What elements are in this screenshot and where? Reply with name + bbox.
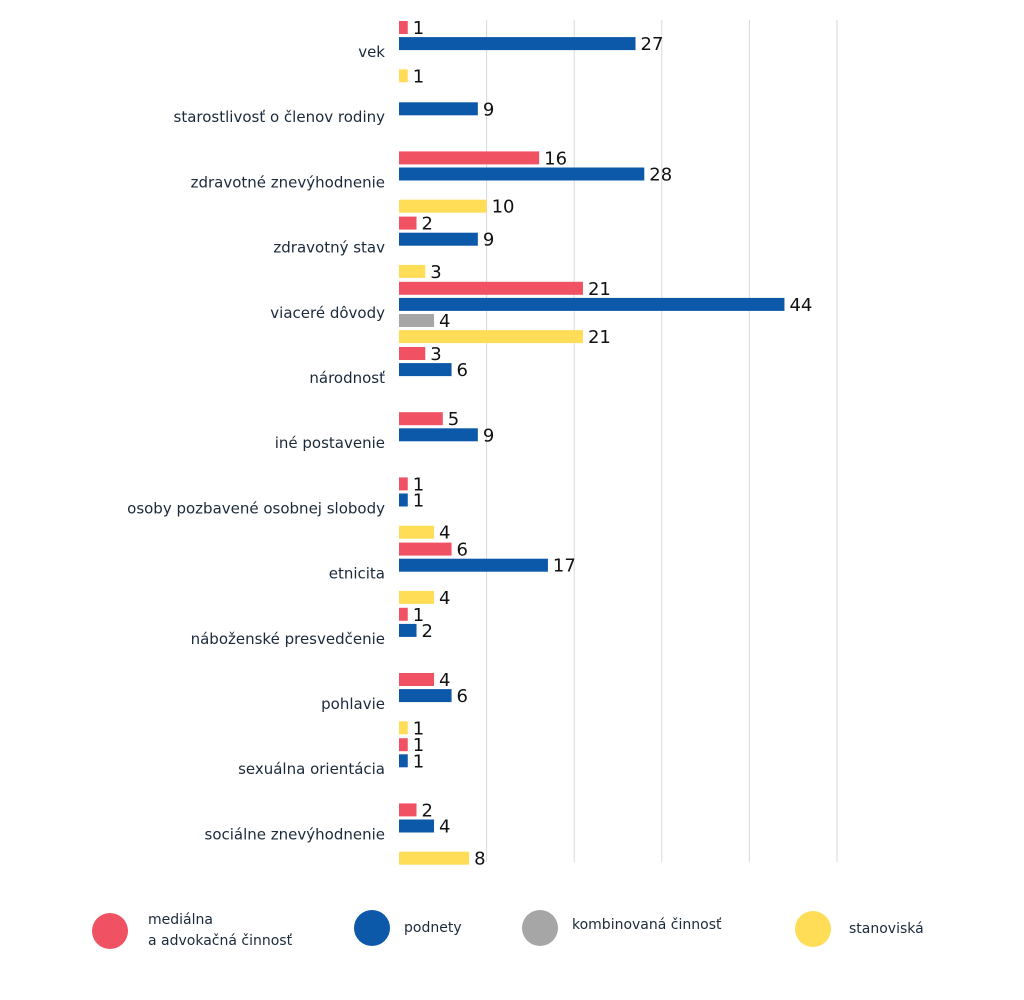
data-label: 21 <box>588 327 611 348</box>
bar <box>399 199 487 213</box>
data-label: 21 <box>588 279 611 300</box>
legend-label: stanoviská <box>849 920 924 937</box>
bar <box>399 590 435 604</box>
bar <box>399 69 408 83</box>
bar-chart: vek starostlivosť o členov rodiny zdravotn… <box>127 18 838 870</box>
bars: 1271916281029321444213659114617412461112… <box>399 18 812 870</box>
data-label: 10 <box>492 197 515 218</box>
bar <box>399 37 636 51</box>
data-label: 2 <box>422 621 433 642</box>
legend-swatch <box>522 910 558 946</box>
bar <box>399 689 452 703</box>
category-label: iné postavenie <box>275 434 385 452</box>
data-label: 4 <box>439 523 450 544</box>
data-label: 1 <box>413 735 424 756</box>
bar <box>399 216 417 230</box>
bar <box>399 754 408 768</box>
legend-item-kombinovana: kombinovaná činnosť <box>522 910 721 946</box>
data-label: 9 <box>483 99 494 120</box>
data-label: 1 <box>413 66 424 87</box>
category-label: starostlivosť o členov rodiny <box>174 108 386 126</box>
bar <box>399 232 478 246</box>
bar <box>399 151 540 165</box>
data-label: 3 <box>430 344 441 365</box>
data-label: 6 <box>457 540 468 561</box>
legend-item-podnety: podnety <box>354 910 462 946</box>
data-label: 44 <box>789 295 812 316</box>
bar <box>399 851 470 865</box>
bar <box>399 363 452 377</box>
category-labels: vek starostlivosť o členov rodiny zdravotn… <box>127 43 385 843</box>
bar <box>399 542 452 556</box>
bar <box>399 819 435 833</box>
bar <box>399 721 408 735</box>
data-label: 4 <box>439 311 450 332</box>
legend-item-medialna: mediálna a advokačná činnosť <box>92 910 292 952</box>
bar <box>399 314 435 327</box>
data-label: 2 <box>422 214 433 235</box>
category-label: vek <box>358 43 385 61</box>
data-label: 6 <box>457 360 468 381</box>
category-label: zdravotný stav <box>273 239 385 257</box>
data-label: 4 <box>439 588 450 609</box>
data-label: 1 <box>413 718 424 739</box>
data-label: 1 <box>413 18 424 39</box>
category-label: náboženské presvedčenie <box>191 630 385 648</box>
category-label: sexuálna orientácia <box>238 760 385 778</box>
legend-swatch <box>795 911 831 947</box>
data-label: 3 <box>430 262 441 283</box>
category-label: viaceré dôvody <box>270 304 385 322</box>
bar <box>399 102 478 116</box>
data-label: 2 <box>422 800 433 821</box>
bar <box>399 167 645 181</box>
data-label: 16 <box>544 148 567 169</box>
bar <box>399 493 408 507</box>
bar <box>399 673 435 686</box>
data-label: 1 <box>413 474 424 495</box>
data-label: 5 <box>448 409 459 430</box>
bar <box>399 347 426 360</box>
bar <box>399 477 408 491</box>
data-label: 6 <box>457 686 468 707</box>
legend-swatch <box>354 910 390 946</box>
bar <box>399 428 478 442</box>
category-label: osoby pozbavené osobnej slobody <box>127 499 385 517</box>
bar <box>399 297 785 311</box>
data-label: 4 <box>439 817 450 838</box>
data-label: 8 <box>474 849 485 870</box>
bar <box>399 525 435 539</box>
data-label: 27 <box>641 34 664 55</box>
gridlines <box>486 20 838 862</box>
category-label: národnosť <box>309 369 385 387</box>
bar <box>399 623 417 637</box>
bar <box>399 412 443 426</box>
legend-label: mediálna a advokačná činnosť <box>148 912 293 949</box>
data-label: 1 <box>413 605 424 626</box>
data-label: 9 <box>483 230 494 251</box>
bar <box>399 803 417 817</box>
bar <box>399 21 408 34</box>
legend-item-stanoviska: stanoviská <box>795 911 924 947</box>
data-label: 4 <box>439 670 450 691</box>
bar <box>399 558 548 572</box>
bar <box>399 281 583 295</box>
data-label: 17 <box>553 556 576 577</box>
bar <box>399 738 408 752</box>
legend-label: kombinovaná činnosť <box>572 916 722 933</box>
data-label: 28 <box>649 165 672 186</box>
legend: mediálna a advokačná činnosť podnety kom… <box>0 900 1024 970</box>
legend-swatch <box>92 913 128 949</box>
data-label: 9 <box>483 425 494 446</box>
data-label: 1 <box>413 491 424 512</box>
legend-label: podnety <box>404 919 462 936</box>
category-label: etnicita <box>329 565 385 583</box>
category-label: zdravotné znevýhodnenie <box>191 173 385 191</box>
bar <box>399 264 426 278</box>
bar <box>399 330 583 344</box>
category-label: sociálne znevýhodnenie <box>205 825 385 843</box>
bar <box>399 607 408 621</box>
data-label: 1 <box>413 751 424 772</box>
category-label: pohlavie <box>321 695 385 713</box>
